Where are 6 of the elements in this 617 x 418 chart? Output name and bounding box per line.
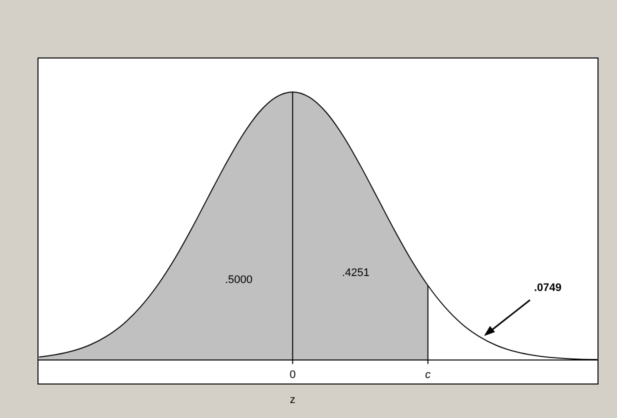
annotation: .5000 — [225, 274, 253, 286]
annotation: .0749 — [534, 282, 562, 294]
x-tick-label: 0 — [290, 369, 296, 381]
x-axis-title: z — [290, 394, 296, 406]
x-tick-label: c — [425, 369, 432, 381]
annotation: .4251 — [342, 267, 370, 279]
